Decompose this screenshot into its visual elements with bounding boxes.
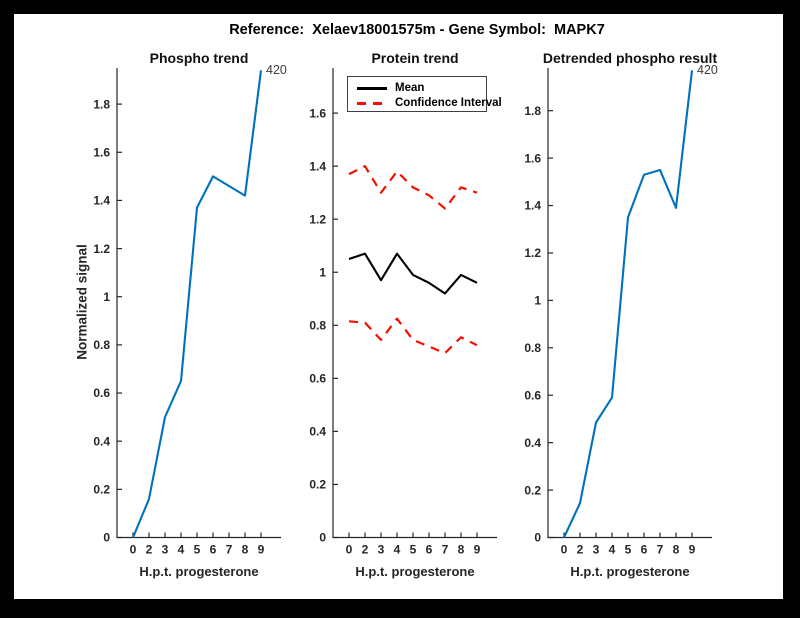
- svg-text:1.2: 1.2: [524, 246, 541, 260]
- legend-row-mean: Mean: [357, 81, 486, 95]
- svg-text:0.8: 0.8: [93, 338, 110, 352]
- svg-text:5: 5: [625, 543, 632, 557]
- legend-label-mean: Mean: [395, 82, 425, 94]
- svg-text:8: 8: [673, 543, 680, 557]
- figure-canvas: Reference: Xelaev18001575m - Gene Symbol…: [14, 14, 783, 599]
- svg-text:1: 1: [534, 294, 541, 308]
- svg-text:0.8: 0.8: [309, 318, 326, 332]
- svg-text:1.2: 1.2: [93, 242, 110, 256]
- svg-text:9: 9: [474, 543, 481, 557]
- svg-text:6: 6: [641, 543, 648, 557]
- legend-row-ci: Confidence Interval: [357, 96, 502, 110]
- svg-text:7: 7: [657, 543, 664, 557]
- ci-line-sample: [357, 101, 387, 105]
- svg-text:6: 6: [210, 543, 217, 557]
- mean-line: [348, 252, 478, 295]
- svg-text:0: 0: [534, 531, 541, 545]
- svg-text:4: 4: [609, 543, 616, 557]
- svg-text:3: 3: [593, 543, 600, 557]
- svg-text:5: 5: [410, 543, 417, 557]
- svg-text:1.8: 1.8: [93, 97, 110, 111]
- svg-text:2: 2: [362, 543, 369, 557]
- svg-text:9: 9: [689, 543, 696, 557]
- svg-text:0.2: 0.2: [524, 483, 541, 497]
- legend-label-ci: Confidence Interval: [395, 97, 502, 109]
- legend: Mean Confidence Interval: [347, 76, 502, 112]
- svg-text:1.2: 1.2: [309, 212, 326, 226]
- subplot-phospho-trend: Phospho trend Normalized signal 0 0.2 0.4 0…: [75, 44, 317, 589]
- ci-upper-line: [348, 165, 478, 210]
- ci-lower-line: [348, 317, 478, 355]
- svg-text:0: 0: [346, 543, 353, 557]
- svg-text:1.6: 1.6: [309, 106, 326, 120]
- svg-text:0.2: 0.2: [93, 483, 110, 497]
- subplot-title-detrended: Detrended phospho result: [542, 50, 718, 66]
- svg-text:0: 0: [130, 543, 137, 557]
- svg-text:0.6: 0.6: [93, 386, 110, 400]
- svg-text:5: 5: [194, 543, 201, 557]
- subplot-protein-trend: Protein trend 0 0.2 0.4 0.6 0.8 1 1.2 1.4 1.6 0 2 3…: [293, 44, 533, 589]
- protein-trend-chart: 00.20.40.60.811.21.41.60 2 3 4 5 6 7 8 9: [309, 68, 497, 557]
- svg-text:0.4: 0.4: [93, 434, 110, 448]
- svg-text:0: 0: [319, 531, 326, 545]
- detrended-phospho-line: [563, 70, 694, 538]
- svg-text:4: 4: [394, 543, 401, 557]
- svg-text:0: 0: [103, 531, 110, 545]
- svg-text:3: 3: [162, 543, 169, 557]
- mean-line-sample: [357, 86, 387, 90]
- x-axis-label-detrended: H.p.t. progesterone: [570, 564, 690, 579]
- svg-text:1: 1: [319, 265, 326, 279]
- svg-text:0.4: 0.4: [309, 425, 326, 439]
- svg-text:1.8: 1.8: [524, 104, 541, 118]
- figure-title: Reference: Xelaev18001575m - Gene Symbol…: [229, 22, 605, 38]
- svg-text:7: 7: [226, 543, 233, 557]
- svg-text:0.8: 0.8: [524, 341, 541, 355]
- svg-text:7: 7: [442, 543, 449, 557]
- svg-text:8: 8: [242, 543, 249, 557]
- svg-text:2: 2: [146, 543, 153, 557]
- svg-text:1.4: 1.4: [524, 199, 541, 213]
- svg-text:1: 1: [103, 290, 110, 304]
- axis-spines: [547, 68, 712, 539]
- svg-text:0.2: 0.2: [309, 478, 326, 492]
- subplot-title-protein: Protein trend: [371, 50, 459, 66]
- phospho-trend-chart: 00.20.40.60.811.21.41.61.80 2 3 4 5 6 7 8 9: [93, 68, 281, 557]
- axis-spines: [116, 68, 281, 539]
- svg-text:1.4: 1.4: [93, 194, 110, 208]
- x-axis-label-phospho: H.p.t. progesterone: [139, 564, 259, 579]
- svg-text:1.4: 1.4: [309, 159, 326, 173]
- svg-text:3: 3: [378, 543, 385, 557]
- svg-text:6: 6: [426, 543, 433, 557]
- svg-text:8: 8: [458, 543, 465, 557]
- svg-text:1.6: 1.6: [524, 151, 541, 165]
- x-axis-label-protein: H.p.t. progesterone: [355, 564, 475, 579]
- svg-text:0: 0: [561, 543, 568, 557]
- subplot-title-phospho: Phospho trend: [149, 50, 249, 66]
- svg-text:1.6: 1.6: [93, 145, 110, 159]
- detrended-phospho-chart: 00.20.40.60.811.21.41.61.80 2 3 4 5 6 7 8 9: [524, 68, 712, 557]
- svg-text:4: 4: [178, 543, 185, 557]
- svg-text:2: 2: [577, 543, 584, 557]
- peak-annotation-phospho: 420: [266, 63, 287, 78]
- subplot-detrended-phospho: Detrended phospho result 0 0.2 0.4 0.6 0.8 1 1…: [508, 44, 748, 589]
- svg-text:0.6: 0.6: [309, 372, 326, 386]
- svg-text:0.6: 0.6: [524, 388, 541, 402]
- phospho-line: [132, 70, 263, 538]
- svg-text:0.4: 0.4: [524, 436, 541, 450]
- svg-text:9: 9: [258, 543, 265, 557]
- axis-spines: [332, 68, 497, 539]
- peak-annotation-detrended: 420: [697, 63, 718, 78]
